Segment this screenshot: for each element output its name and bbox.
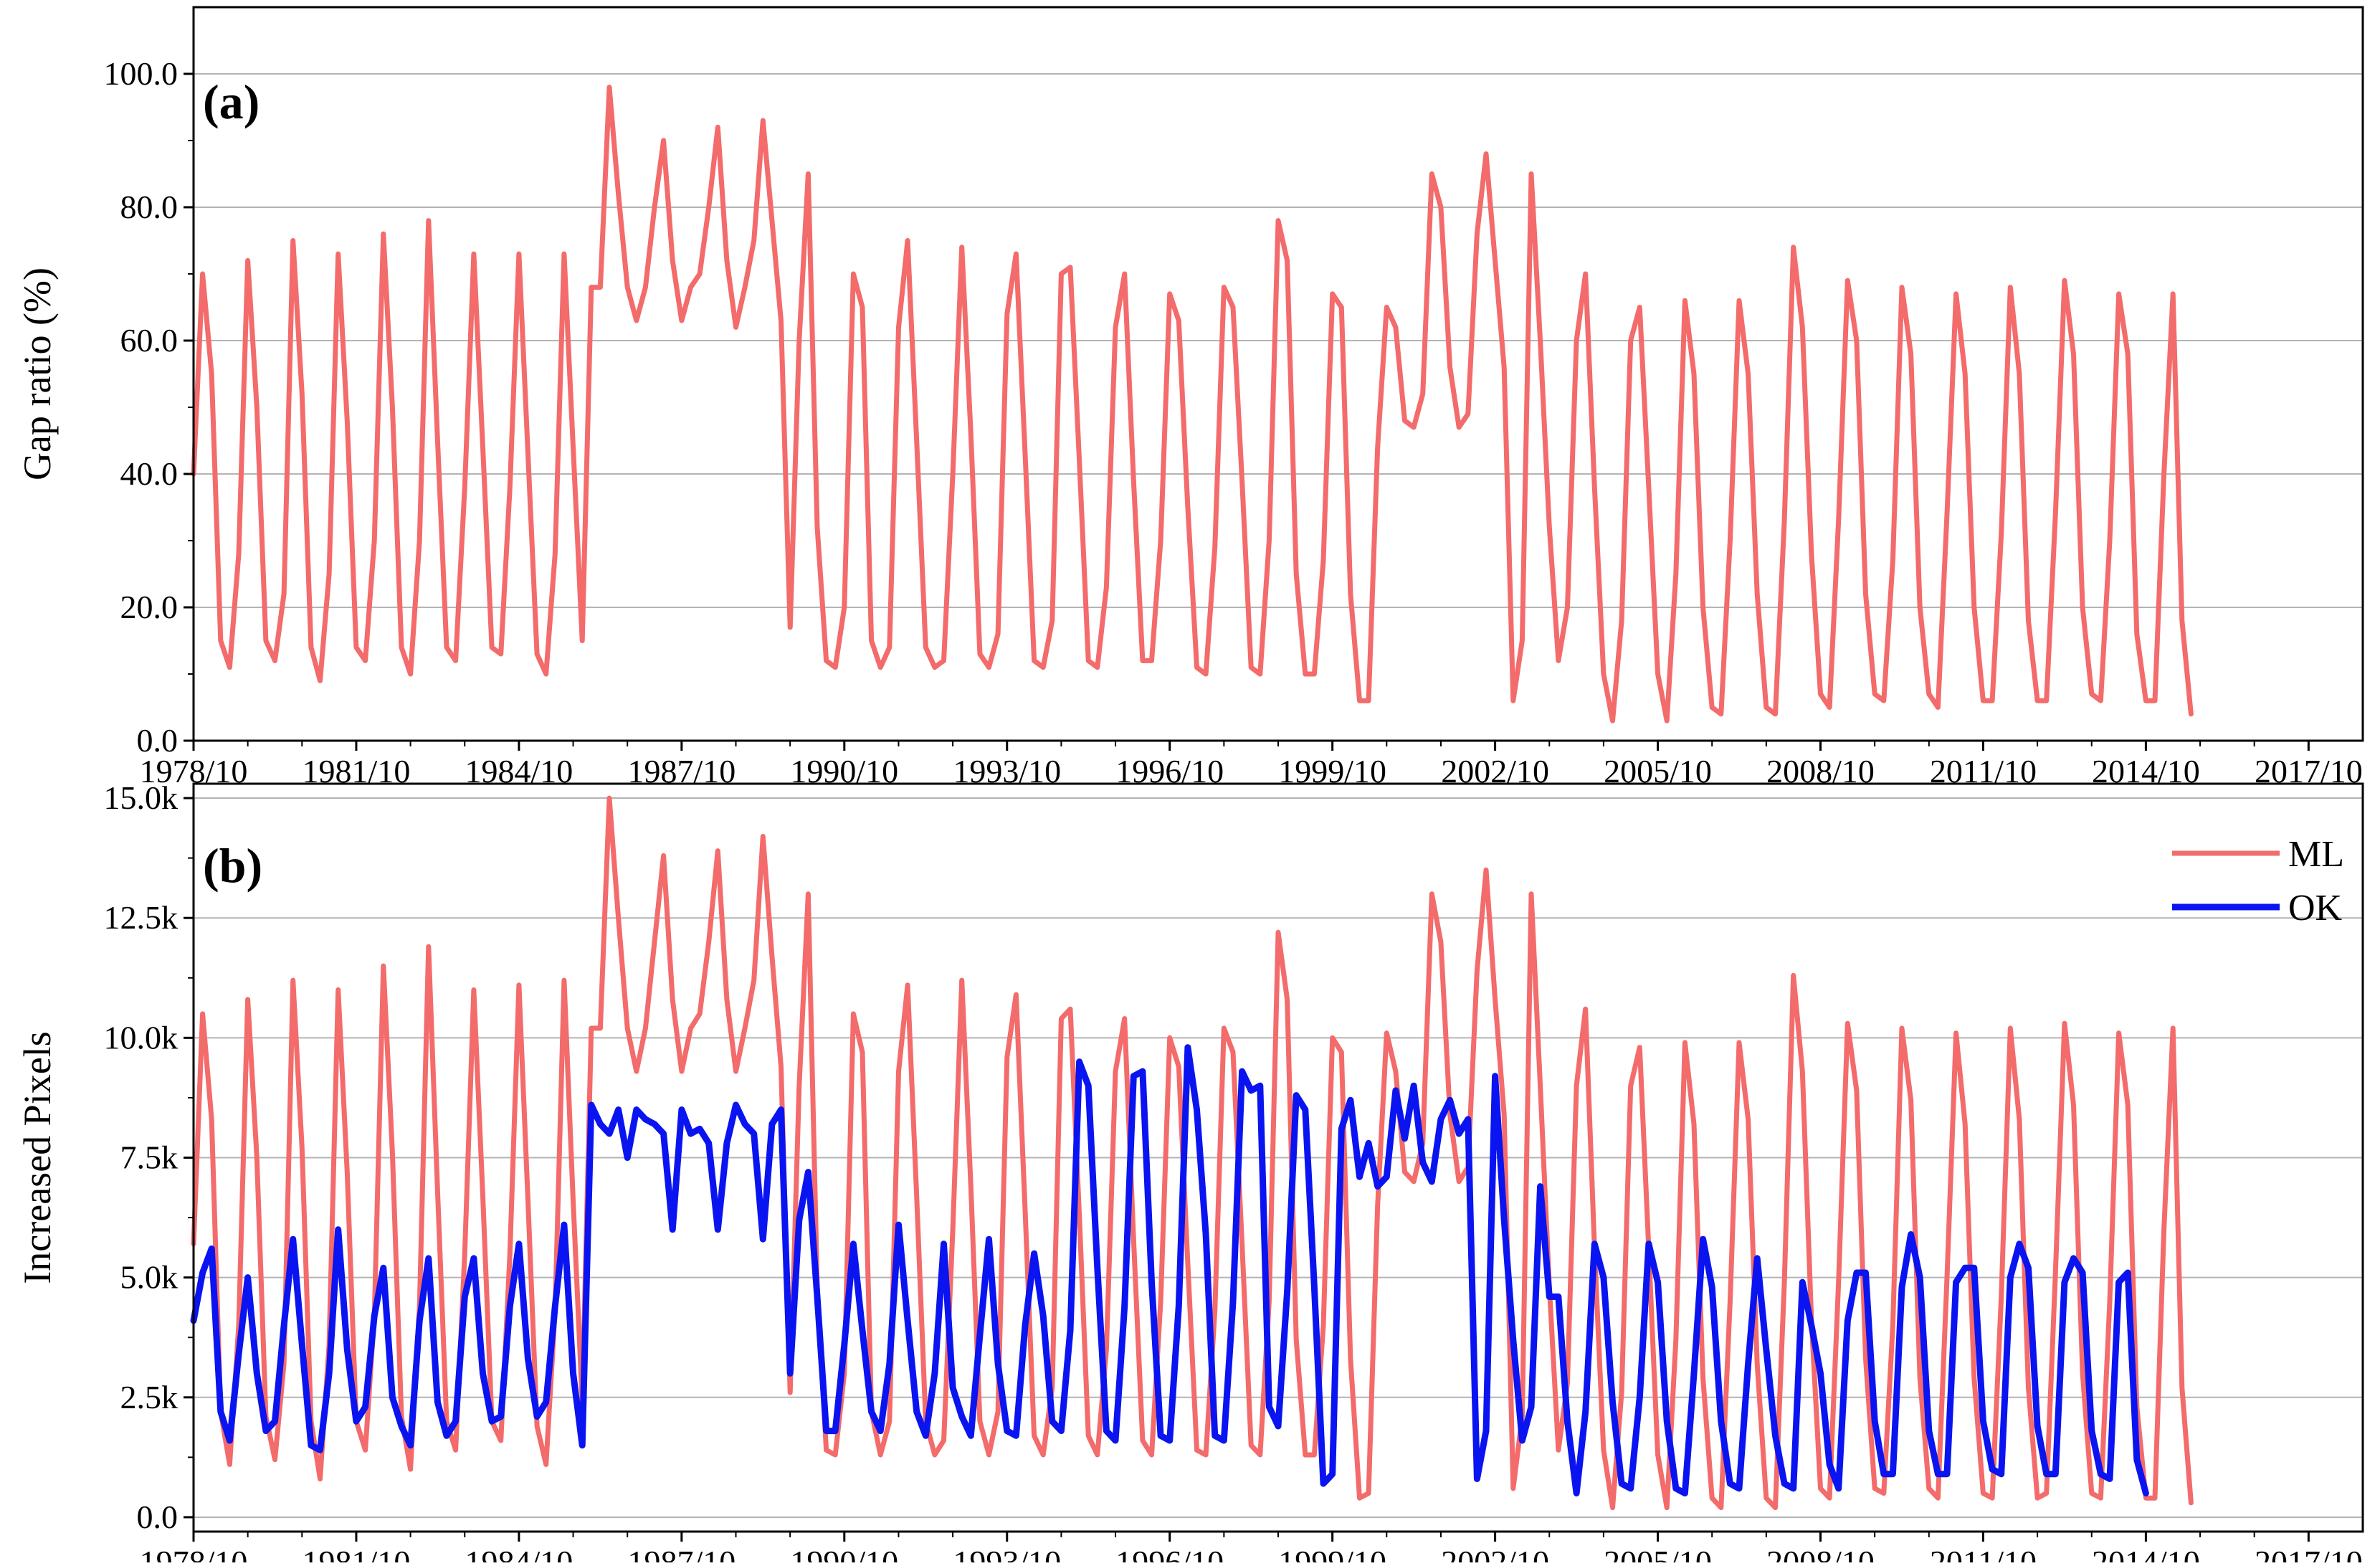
x-tick-label-b-11: 2011/10 xyxy=(1930,1544,2037,1562)
panel-label-a: (a) xyxy=(203,75,260,129)
y-tick-label-b-2: 5.0k xyxy=(120,1259,178,1296)
x-tick-label-b-9: 2005/10 xyxy=(1604,1544,1712,1562)
y-tick-label-b-0: 0.0 xyxy=(137,1499,178,1535)
y-tick-label-b-3: 7.5k xyxy=(120,1139,178,1176)
y-tick-label-b-1: 2.5k xyxy=(120,1379,178,1415)
y-tick-label-a-3: 60.0 xyxy=(120,322,178,359)
y-tick-label-a-4: 80.0 xyxy=(120,189,178,225)
y-axis-title-a: Gap ratio (%) xyxy=(16,267,59,480)
series-line-b-ml xyxy=(191,795,2194,1511)
y-tick-label-a-5: 100.0 xyxy=(104,55,178,92)
x-tick-label-b-0: 1978/10 xyxy=(140,1544,248,1562)
panel-label-b: (b) xyxy=(203,838,262,893)
series-group-a xyxy=(191,85,2194,723)
x-tick-label-b-1: 1981/10 xyxy=(303,1544,411,1562)
y-ticks-b: 0.0 2.5k 5.0k 7.5k 10.0k 12.5k 15.0k xyxy=(104,779,194,1535)
legend: ML OK xyxy=(2172,834,2344,929)
gridlines-b xyxy=(194,797,2363,1518)
y-tick-label-b-5: 12.5k xyxy=(104,899,178,936)
series-group-b xyxy=(190,795,2194,1511)
x-tick-label-b-2: 1984/10 xyxy=(465,1544,573,1562)
x-tick-label-b-4: 1990/10 xyxy=(790,1544,898,1562)
x-tick-label-b-12: 2014/10 xyxy=(2092,1544,2200,1562)
y-tick-label-b-6: 15.0k xyxy=(104,779,178,816)
legend-label-ml: ML xyxy=(2288,834,2344,875)
y-ticks-a: 0.0 20.0 40.0 60.0 80.0 100.0 xyxy=(104,55,194,759)
x-tick-label-b-3: 1987/10 xyxy=(627,1544,736,1562)
x-tick-label-b-13: 2017/10 xyxy=(2255,1544,2363,1562)
x-tick-label-b-6: 1996/10 xyxy=(1115,1544,1224,1562)
y-tick-label-a-1: 20.0 xyxy=(120,589,178,625)
series-line-a-ml xyxy=(191,85,2194,723)
x-tick-label-b-5: 1993/10 xyxy=(953,1544,1061,1562)
series-line-b-ok xyxy=(190,1044,2149,1496)
y-tick-label-a-0: 0.0 xyxy=(137,722,178,759)
y-axis-title-b: Increased Pixels xyxy=(16,1031,59,1283)
x-tick-label-b-7: 1999/10 xyxy=(1278,1544,1386,1562)
legend-label-ok: OK xyxy=(2288,888,2343,929)
y-tick-label-b-4: 10.0k xyxy=(104,1019,178,1055)
x-tick-label-b-10: 2008/10 xyxy=(1766,1544,1875,1562)
x-tick-label-b-8: 2002/10 xyxy=(1441,1544,1549,1562)
y-tick-label-a-2: 40.0 xyxy=(120,455,178,492)
